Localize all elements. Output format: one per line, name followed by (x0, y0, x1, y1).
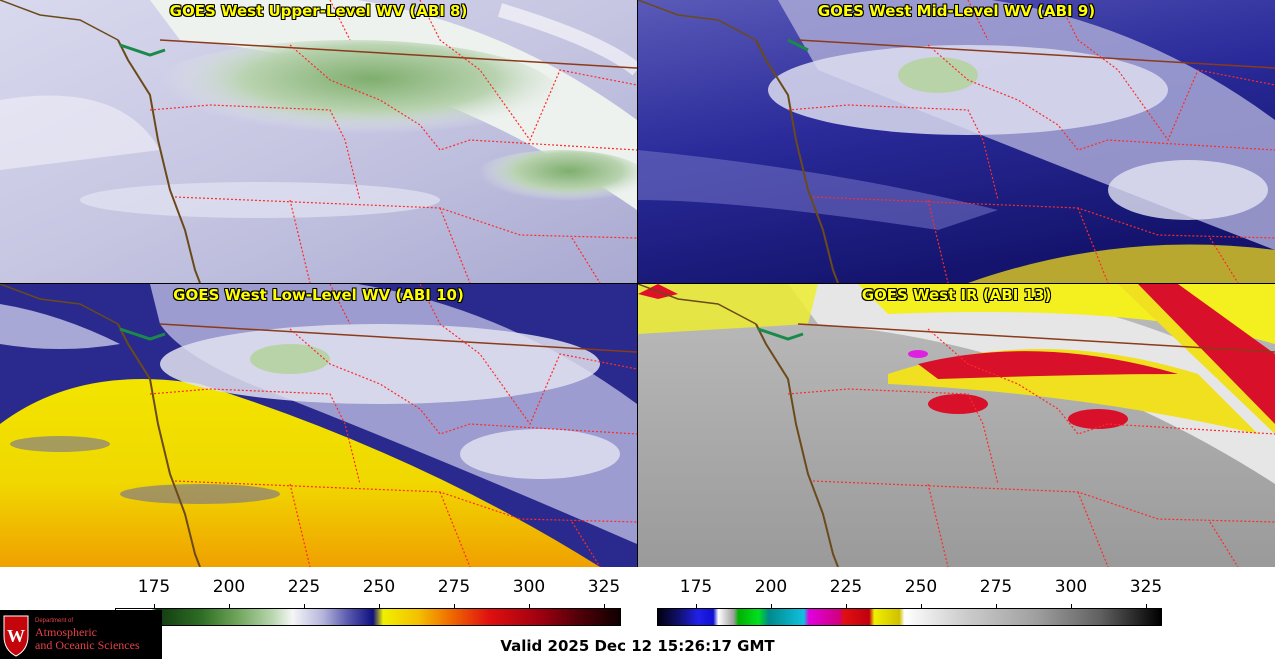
ir-tick-mark (1146, 604, 1147, 608)
ir-tick-mark (996, 604, 997, 608)
wv-tick-mark (454, 604, 455, 608)
logo-dept-label: Department of (35, 618, 74, 624)
wv-tick-mark (304, 604, 305, 608)
panel-title: GOES West Low-Level WV (ABI 10) (173, 286, 464, 304)
ir-tick-label: 225 (829, 577, 863, 597)
wv-tick-label: 325 (587, 577, 621, 597)
mid-level-wv-image (638, 0, 1275, 283)
wv-tick-label: 225 (287, 577, 321, 597)
mid-level-wv-panel: GOES West Mid-Level WV (ABI 9) (638, 0, 1275, 283)
wv-tick-label: 175 (137, 577, 171, 597)
uw-crest-icon: W (3, 615, 29, 657)
panel-title: GOES West IR (ABI 13) (861, 286, 1052, 304)
wv-tick-label: 200 (212, 577, 246, 597)
ir-tick-mark (696, 604, 697, 608)
upper-level-wv-image (0, 0, 637, 283)
svg-text:W: W (7, 626, 25, 646)
wv-tick-mark (379, 604, 380, 608)
wv-tick-label: 300 (512, 577, 546, 597)
ir-image (638, 284, 1275, 567)
wv-tick-mark (604, 604, 605, 608)
ir-tick-mark (1071, 604, 1072, 608)
wv-tick-mark (529, 604, 530, 608)
wv-tick-mark (229, 604, 230, 608)
ir-tick-mark (921, 604, 922, 608)
wv-colorbar-gradient (115, 608, 621, 626)
aos-logo: W Department of Atmospheric and Oceanic … (0, 610, 162, 659)
wv-tick-label: 275 (437, 577, 471, 597)
ir-tick-mark (771, 604, 772, 608)
logo-line-atmospheric: Atmospheric (35, 625, 97, 639)
ir-tick-label: 275 (979, 577, 1013, 597)
ir-tick-label: 200 (754, 577, 788, 597)
ir-tick-label: 250 (904, 577, 938, 597)
logo-line-oceanic: and Oceanic Sciences (35, 638, 140, 652)
wv-tick-mark (154, 604, 155, 608)
upper-level-wv-panel: GOES West Upper-Level WV (ABI 8) (0, 0, 637, 283)
wv-tick-label: 250 (362, 577, 396, 597)
ir-panel: GOES West IR (ABI 13) (638, 284, 1275, 567)
ir-tick-label: 175 (679, 577, 713, 597)
ir-tick-mark (846, 604, 847, 608)
panel-title: GOES West Upper-Level WV (ABI 8) (169, 2, 468, 20)
ir-colorbar-gradient (657, 608, 1162, 626)
low-level-wv-panel: GOES West Low-Level WV (ABI 10) (0, 284, 637, 567)
ir-tick-label: 325 (1129, 577, 1163, 597)
valid-time-label: Valid 2025 Dec 12 15:26:17 GMT (500, 637, 775, 655)
panel-title: GOES West Mid-Level WV (ABI 9) (817, 2, 1096, 20)
low-level-wv-image (0, 284, 637, 567)
ir-tick-label: 300 (1054, 577, 1088, 597)
panel-divider-horizontal (0, 283, 1275, 284)
